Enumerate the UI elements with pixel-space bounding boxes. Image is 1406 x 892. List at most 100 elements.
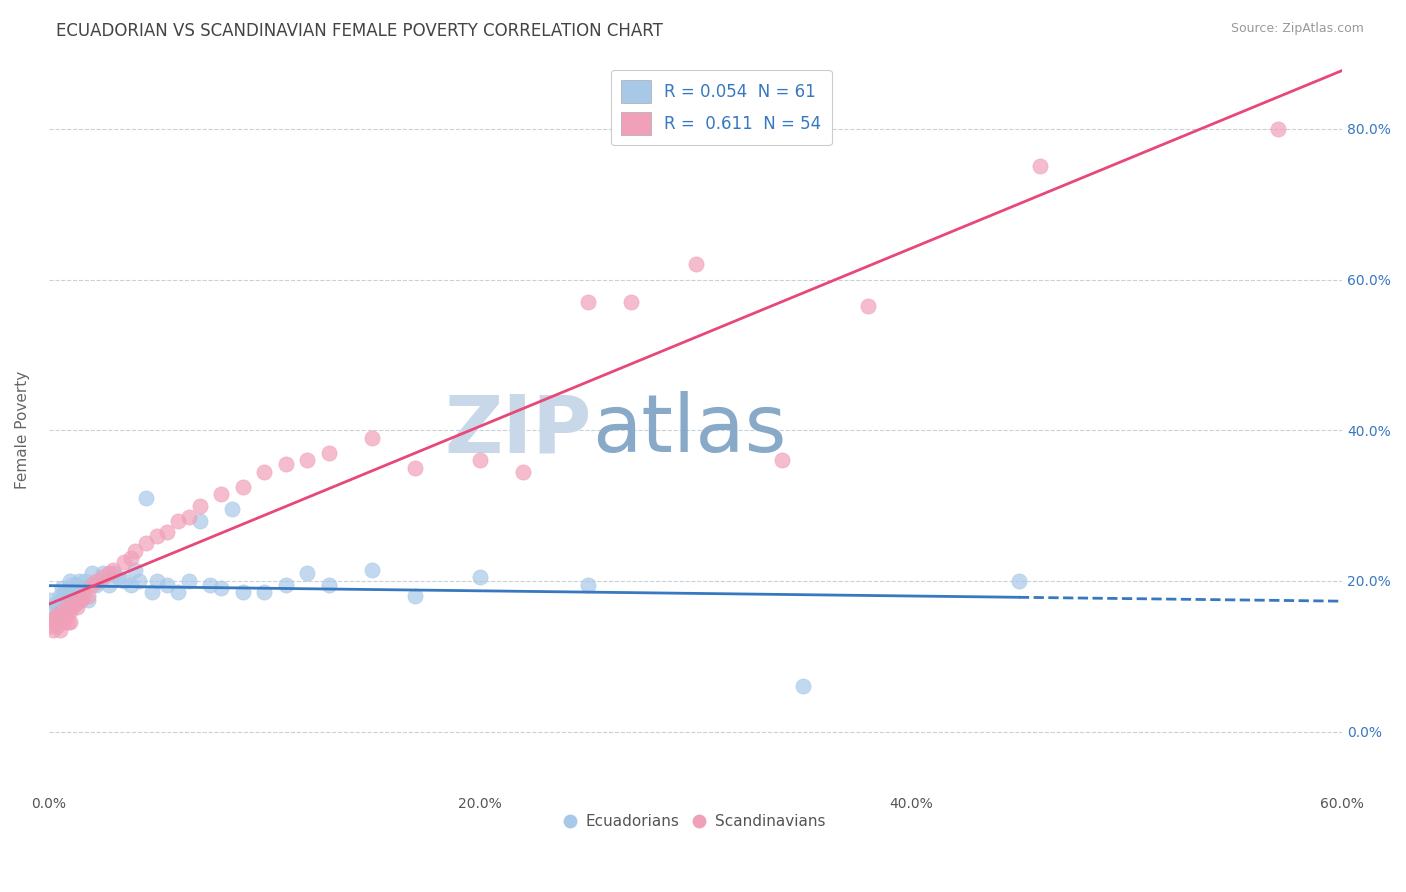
Point [221,502,243,516]
Point [120,578,142,592]
Point [1008,574,1031,588]
Point [51,582,73,596]
Point [1029,160,1052,174]
Point [48,600,70,615]
Point [56,615,79,630]
Point [274,578,297,592]
Point [62,578,84,592]
Point [55,597,77,611]
Point [52,600,75,615]
Point [52,585,75,599]
Point [51,592,73,607]
Point [44,597,66,611]
Point [404,589,426,603]
Point [56,589,79,603]
Point [56,600,79,615]
Point [576,295,599,310]
Point [63,597,86,611]
Point [72,582,94,596]
Point [200,578,222,592]
Point [167,585,190,599]
Point [156,524,179,539]
Point [66,600,89,615]
Point [67,589,90,603]
Point [66,592,89,607]
Point [80,578,103,592]
Point [46,619,69,633]
Point [856,299,879,313]
Point [361,431,384,445]
Point [76,589,98,603]
Point [318,578,340,592]
Point [232,585,254,599]
Point [512,465,534,479]
Point [62,600,84,615]
Point [62,589,84,603]
Point [253,585,276,599]
Point [404,461,426,475]
Point [48,589,70,603]
Point [361,563,384,577]
Text: atlas: atlas [592,392,786,469]
Point [188,514,211,528]
Point [209,487,232,501]
Point [59,592,82,607]
Point [112,555,135,569]
Point [232,480,254,494]
Point [274,457,297,471]
Point [59,604,82,618]
Point [98,566,121,581]
Point [91,566,114,581]
Point [297,453,319,467]
Point [59,574,82,588]
Point [70,592,93,607]
Point [48,623,70,637]
Point [792,680,814,694]
Point [685,257,707,271]
Point [70,585,93,599]
Point [51,615,73,630]
Legend: Ecuadorians, Scandinavians: Ecuadorians, Scandinavians [560,808,831,835]
Point [135,536,157,550]
Point [318,446,340,460]
Point [76,592,98,607]
Point [84,574,107,588]
Point [1267,121,1289,136]
Point [46,607,69,622]
Point [145,529,167,543]
Point [56,597,79,611]
Point [89,574,111,588]
Point [67,592,90,607]
Point [42,623,65,637]
Point [59,585,82,599]
Point [770,453,793,467]
Point [80,566,103,581]
Point [59,615,82,630]
Point [44,615,66,630]
Point [55,585,77,599]
Text: ECUADORIAN VS SCANDINAVIAN FEMALE POVERTY CORRELATION CHART: ECUADORIAN VS SCANDINAVIAN FEMALE POVERT… [56,22,664,40]
Point [52,615,75,630]
Point [42,604,65,618]
Point [124,563,146,577]
Point [98,578,121,592]
Point [67,574,90,588]
Point [156,578,179,592]
Point [63,597,86,611]
Text: Source: ZipAtlas.com: Source: ZipAtlas.com [1230,22,1364,36]
Point [468,570,491,584]
Point [55,607,77,622]
Point [124,544,146,558]
Point [135,491,157,505]
Point [84,578,107,592]
Point [103,566,125,581]
Text: ZIP: ZIP [444,392,592,469]
Point [75,574,97,588]
Point [188,499,211,513]
Point [177,574,200,588]
Point [120,551,142,566]
Point [107,570,129,584]
Point [91,570,114,584]
Point [209,582,232,596]
Point [620,295,643,310]
